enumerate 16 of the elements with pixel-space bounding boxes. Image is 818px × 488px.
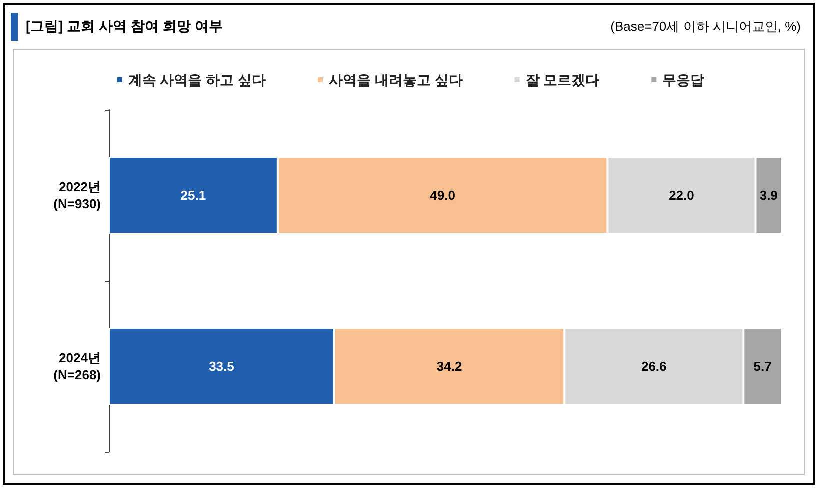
- legend-label: 잘 모르겠다: [526, 72, 600, 88]
- data-label: 26.6: [641, 359, 667, 374]
- legend-label: 무응답: [662, 72, 705, 88]
- chart-title: [그림] 교회 사역 참여 희망 여부: [26, 18, 224, 36]
- data-label: 49.0: [430, 188, 456, 203]
- data-label: 5.7: [754, 359, 772, 374]
- data-label: 33.5: [209, 359, 234, 374]
- chart-subtitle: (Base=70세 이하 시니어교인, %): [610, 18, 801, 36]
- data-label: 22.0: [669, 188, 694, 203]
- data-label: 3.9: [760, 188, 778, 203]
- y-tick-label: 2022년 (N=930): [54, 180, 101, 212]
- data-label: 34.2: [436, 359, 462, 374]
- legend-label: 사역을 내려놓고 싶다: [329, 72, 463, 88]
- y-tick-label: 2024년 (N=268): [54, 350, 101, 382]
- data-label: 25.1: [180, 188, 206, 203]
- legend-label: 계속 사역을 하고 싶다: [128, 72, 266, 88]
